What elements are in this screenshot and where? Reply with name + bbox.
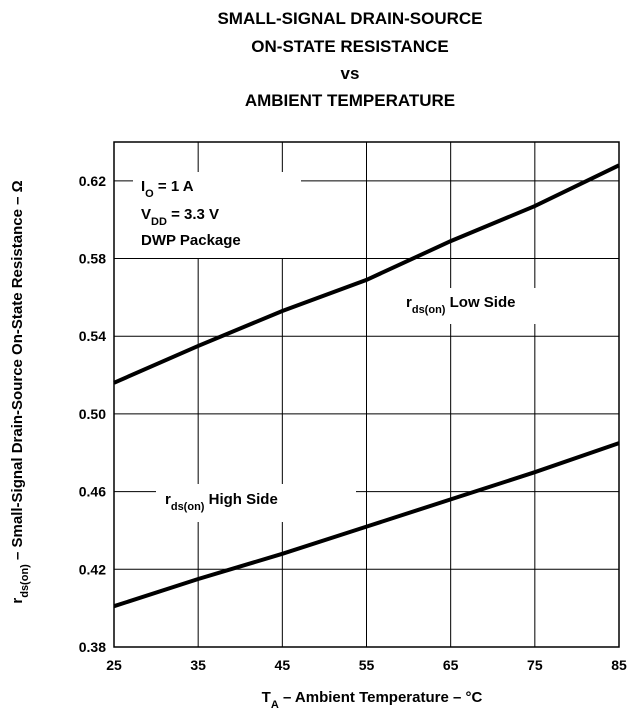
- x-axis-label: TA – Ambient Temperature – °C: [262, 689, 483, 711]
- title-line-1: SMALL-SIGNAL DRAIN-SOURCE: [217, 9, 482, 28]
- conditions-annotation: IO = 1 A VDD = 3.3 V DWP Package: [141, 178, 241, 249]
- y-tick-labels: 0.38 0.42 0.46 0.50 0.54 0.58 0.62: [79, 173, 106, 655]
- x-tick-label: 35: [190, 657, 206, 673]
- x-tick-labels: 25 35 45 55 65 75 85: [106, 657, 627, 673]
- chart-title: SMALL-SIGNAL DRAIN-SOURCE ON-STATE RESIS…: [217, 9, 482, 110]
- series-lines: [113, 163, 620, 609]
- title-line-2: ON-STATE RESISTANCE: [251, 37, 448, 56]
- x-tick-label: 45: [275, 657, 291, 673]
- x-tick-label: 65: [443, 657, 459, 673]
- plot-frame: [113, 141, 620, 648]
- y-tick-label: 0.42: [79, 561, 106, 577]
- title-line-4: AMBIENT TEMPERATURE: [245, 91, 455, 110]
- series-label-low-side: rds(on) Low Side: [406, 294, 515, 316]
- y-axis-label: rds(on) – Small-Signal Drain-Source On-S…: [9, 180, 31, 603]
- y-tick-label: 0.54: [79, 328, 106, 344]
- y-tick-label: 0.58: [79, 251, 106, 267]
- x-tick-label: 85: [611, 657, 627, 673]
- x-tick-label: 75: [527, 657, 543, 673]
- y-tick-label: 0.38: [79, 639, 106, 655]
- title-line-3: vs: [341, 64, 360, 83]
- x-tick-label: 25: [106, 657, 122, 673]
- conditions-bg: [133, 172, 301, 258]
- series-label-high-side: rds(on) High Side: [165, 491, 278, 513]
- series-line-low-side: [113, 163, 620, 385]
- x-tick-label: 55: [359, 657, 375, 673]
- y-tick-label: 0.62: [79, 173, 106, 189]
- low-side-label-bg: [390, 288, 584, 324]
- y-tick-label: 0.46: [79, 484, 106, 500]
- grid: [113, 142, 620, 648]
- condition-package: DWP Package: [141, 232, 241, 249]
- condition-current: IO = 1 A: [141, 178, 194, 200]
- y-tick-label: 0.50: [79, 406, 106, 422]
- high-side-label-bg: [156, 484, 356, 522]
- series-line-high-side: [113, 441, 620, 609]
- condition-voltage: VDD = 3.3 V: [141, 206, 219, 228]
